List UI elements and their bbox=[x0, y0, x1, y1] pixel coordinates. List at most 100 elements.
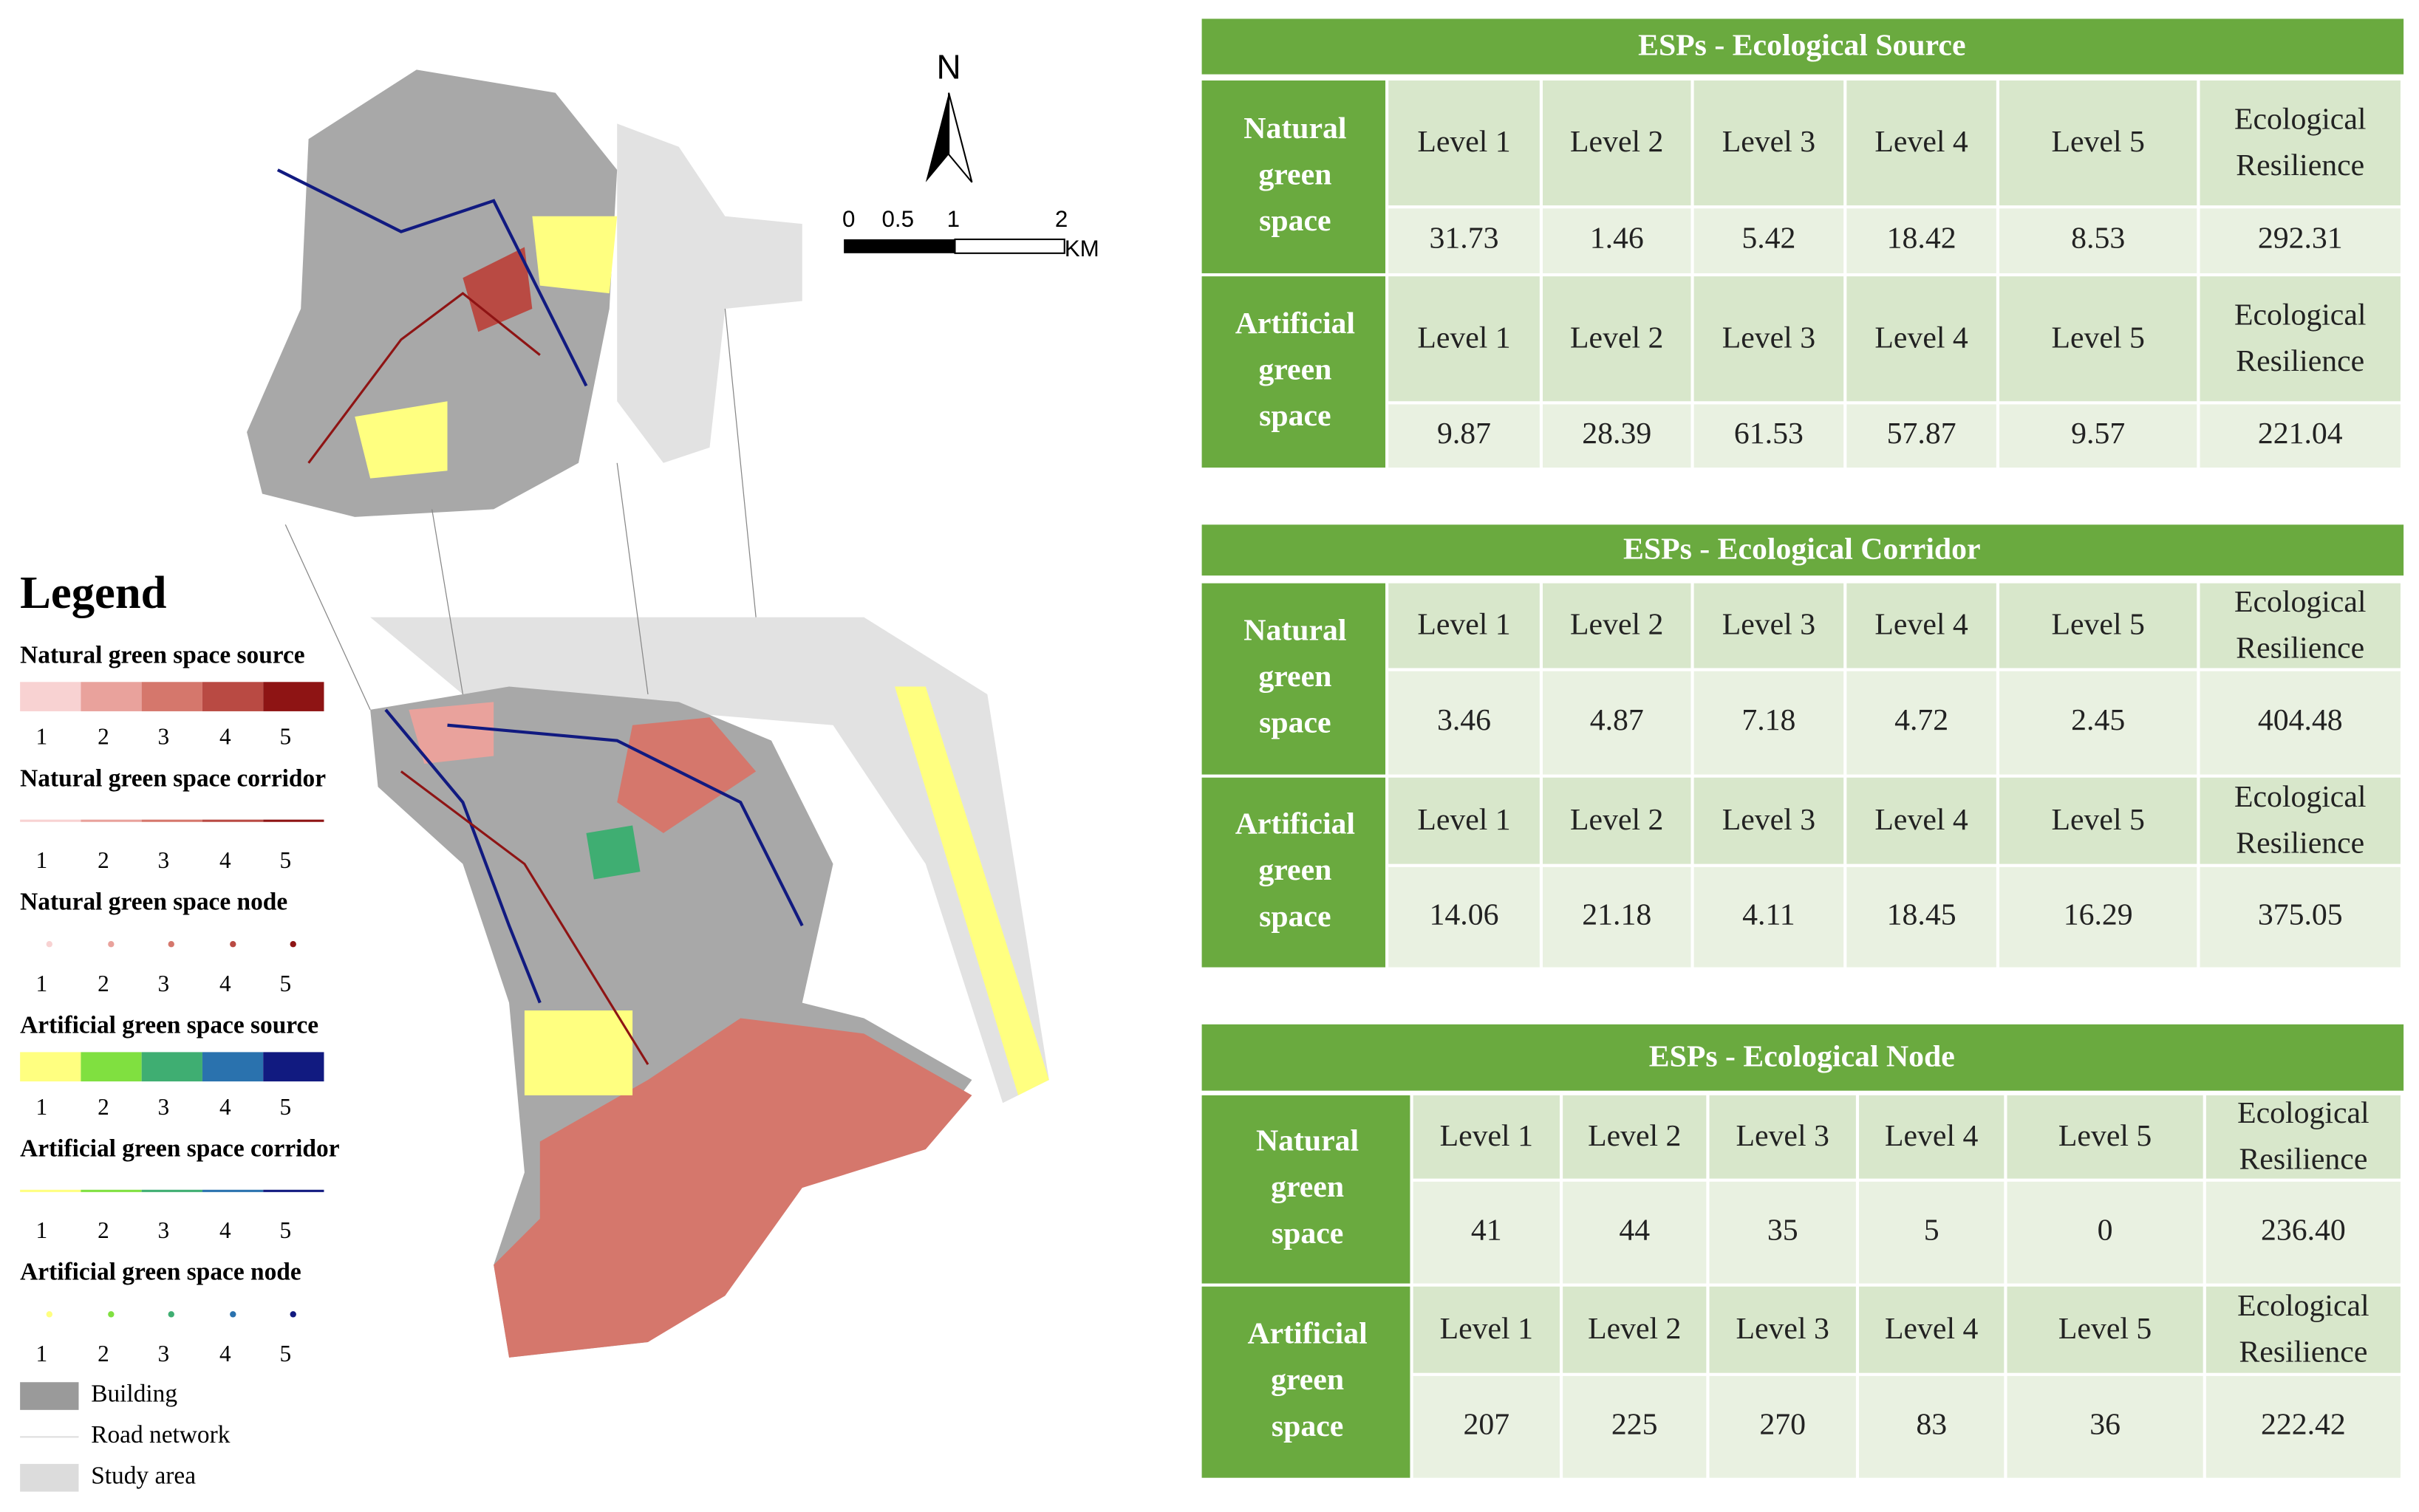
header-cell bbox=[1388, 777, 1540, 864]
header-cell bbox=[1543, 583, 1691, 668]
value-cell bbox=[2200, 866, 2401, 968]
header-cell bbox=[1543, 777, 1691, 864]
legend-level: 2 bbox=[98, 971, 109, 996]
legend-extra: Road network bbox=[91, 1421, 231, 1448]
scale-label: 0 bbox=[842, 206, 855, 232]
value-cell bbox=[1999, 866, 2197, 968]
legend-level: 4 bbox=[219, 1341, 231, 1366]
corridor bbox=[276, 168, 804, 1004]
header-cell bbox=[1999, 276, 2197, 402]
group-label: Natural green space bbox=[1243, 613, 1346, 739]
header-cell bbox=[2200, 276, 2401, 402]
group-label-cell bbox=[1201, 1095, 1410, 1284]
table-title-bar bbox=[1201, 1024, 2404, 1091]
header-cell bbox=[1693, 80, 1844, 206]
scale-label: 1 bbox=[947, 206, 960, 232]
header-cell bbox=[1859, 1286, 2005, 1373]
header-cell bbox=[1563, 1095, 1707, 1179]
corridor bbox=[307, 292, 649, 1065]
column-header: Level 3 bbox=[1722, 608, 1815, 642]
cell-value: 57.87 bbox=[1887, 417, 1956, 451]
value-cell bbox=[1388, 671, 1540, 775]
column-header: Ecological Resilience bbox=[2237, 1096, 2369, 1177]
value-cell bbox=[1693, 208, 1844, 273]
value-cell bbox=[1543, 866, 1691, 968]
header-cell bbox=[1693, 777, 1844, 864]
header-cell bbox=[2007, 1286, 2203, 1373]
value-cell bbox=[2205, 1181, 2401, 1284]
column-header: Ecological Resilience bbox=[2234, 780, 2367, 861]
column-header: Level 4 bbox=[1874, 125, 1968, 159]
header-cell bbox=[1859, 1095, 2005, 1179]
cell-value: 31.73 bbox=[1430, 222, 1499, 256]
column-header: Level 2 bbox=[1588, 1119, 1681, 1153]
north-label: N bbox=[937, 47, 961, 86]
value-cell bbox=[1999, 208, 2197, 273]
column-header: Level 2 bbox=[1570, 321, 1663, 355]
column-header: Level 5 bbox=[2058, 1119, 2152, 1153]
cell-value: 4.72 bbox=[1894, 703, 1948, 737]
natural-source bbox=[463, 247, 533, 332]
islands bbox=[370, 686, 972, 1358]
value-cell bbox=[1859, 1181, 2005, 1284]
value-cell bbox=[2200, 404, 2401, 468]
artificial-source bbox=[586, 825, 641, 880]
legend-level: 5 bbox=[279, 724, 291, 750]
column-header: Level 3 bbox=[1736, 1312, 1829, 1346]
header-cell bbox=[1388, 583, 1540, 668]
value-cell bbox=[1999, 671, 2197, 775]
legend-level: 5 bbox=[279, 1094, 291, 1120]
legend-swatch bbox=[202, 682, 264, 711]
column-header: Level 5 bbox=[2052, 321, 2145, 355]
legend-swatch bbox=[263, 682, 324, 711]
natural-source bbox=[409, 702, 494, 764]
value-cell bbox=[2205, 1375, 2401, 1478]
legend-level: 3 bbox=[158, 1341, 170, 1366]
column-header: Ecological Resilience bbox=[2234, 584, 2367, 665]
legend-dot bbox=[108, 1311, 115, 1318]
cell-value: 4.11 bbox=[1742, 897, 1795, 931]
cell-value: 236.40 bbox=[2261, 1213, 2346, 1247]
header-cell bbox=[1693, 583, 1844, 668]
column-header: Level 2 bbox=[1570, 803, 1663, 837]
legend-extra: Building bbox=[91, 1381, 177, 1408]
table-title-bar bbox=[1201, 18, 2404, 75]
legend-title: Legend bbox=[20, 567, 167, 618]
legend-dot bbox=[230, 941, 236, 948]
value-cell bbox=[2200, 671, 2401, 775]
artificial-source bbox=[895, 686, 1049, 1095]
legend-group-title: Artificial green space source bbox=[20, 1012, 318, 1039]
column-header: Level 3 bbox=[1722, 125, 1815, 159]
legend-dot bbox=[46, 1311, 52, 1318]
column-header: Level 1 bbox=[1417, 321, 1510, 355]
value-cell bbox=[1859, 1375, 2005, 1478]
header-cell bbox=[2205, 1286, 2401, 1373]
column-header: Level 5 bbox=[2052, 608, 2145, 642]
cell-value: 270 bbox=[1759, 1407, 1806, 1441]
header-cell bbox=[1413, 1095, 1560, 1179]
group-label: Natural green space bbox=[1243, 111, 1346, 237]
scale-black bbox=[844, 239, 955, 253]
header-cell bbox=[1846, 276, 1996, 402]
value-cell bbox=[1543, 208, 1691, 273]
legend-level: 3 bbox=[158, 1094, 170, 1120]
column-header: Level 2 bbox=[1588, 1312, 1681, 1346]
header-cell bbox=[1999, 777, 2197, 864]
cell-value: 9.87 bbox=[1437, 417, 1491, 451]
legend-level: 2 bbox=[98, 1094, 109, 1120]
value-cell bbox=[2007, 1375, 2203, 1478]
header-cell bbox=[1543, 276, 1691, 402]
natural-source bbox=[494, 1018, 972, 1358]
cell-value: 83 bbox=[1916, 1407, 1947, 1441]
artificial-source bbox=[524, 1010, 633, 1095]
value-cell bbox=[1388, 866, 1540, 968]
legend-level: 1 bbox=[36, 1341, 48, 1366]
header-cell bbox=[1413, 1286, 1560, 1373]
header-cell bbox=[2205, 1095, 2401, 1179]
value-cell bbox=[1693, 671, 1844, 775]
scale-label: 0.5 bbox=[881, 206, 914, 232]
cell-value: 9.57 bbox=[2071, 417, 2125, 451]
group-label-cell bbox=[1201, 80, 1386, 273]
legend-dot bbox=[290, 1311, 296, 1318]
legend-level: 3 bbox=[158, 724, 170, 750]
